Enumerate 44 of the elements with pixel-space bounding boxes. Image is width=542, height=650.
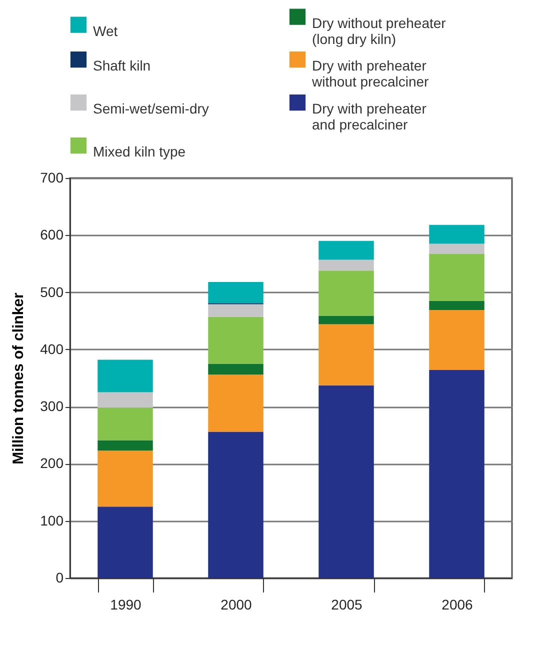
- bar: [98, 440, 153, 451]
- bar: [318, 240, 374, 260]
- bar: [208, 304, 264, 317]
- bar: [208, 282, 264, 304]
- bar: [429, 300, 484, 310]
- legend-label: Wet: [93, 22, 118, 39]
- x-tick-label: 2005: [331, 596, 363, 612]
- x-tick-label: 1990: [110, 596, 142, 612]
- y-tick-label: 600: [40, 226, 64, 243]
- bar: [318, 385, 374, 578]
- bar: [429, 244, 484, 254]
- bar: [429, 310, 484, 370]
- y-tick-label: 300: [40, 398, 64, 414]
- bar: [318, 324, 374, 386]
- y-tick-label: 700: [40, 170, 64, 186]
- legend-label: Semi-wet/semi-dry: [93, 100, 209, 116]
- bar: [208, 374, 264, 432]
- bar: [98, 506, 153, 578]
- bar: [98, 360, 153, 392]
- legend-label: Mixed kiln type: [93, 144, 186, 160]
- bar: [98, 450, 153, 507]
- y-tick-label: 500: [40, 284, 64, 300]
- bar: [98, 408, 153, 440]
- x-tick-label: 2000: [220, 596, 252, 612]
- legend-label: Shaft kiln: [93, 58, 151, 74]
- legend-label: Dry without preheater (long dry kiln): [312, 14, 446, 47]
- bar: [318, 260, 374, 271]
- bar: [208, 364, 264, 375]
- x-tick-label: 2006: [442, 596, 474, 612]
- legend-label: Dry with preheater and precalciner: [312, 100, 427, 132]
- y-tick-label: 200: [40, 455, 64, 472]
- y-tick-label: 100: [40, 512, 64, 528]
- bar: [429, 224, 484, 244]
- legend-label: Dry with preheater without precalciner: [311, 58, 430, 90]
- bar: [318, 316, 374, 324]
- bar: [318, 270, 374, 316]
- bar: [208, 316, 264, 364]
- bar: [208, 432, 264, 578]
- y-tick-label: 0: [56, 570, 64, 586]
- bar: [429, 254, 484, 301]
- y-axis-title: Million tonnes of clinker: [10, 292, 28, 464]
- bar: [429, 370, 484, 578]
- y-tick-label: 400: [40, 340, 64, 357]
- bar: [98, 392, 153, 408]
